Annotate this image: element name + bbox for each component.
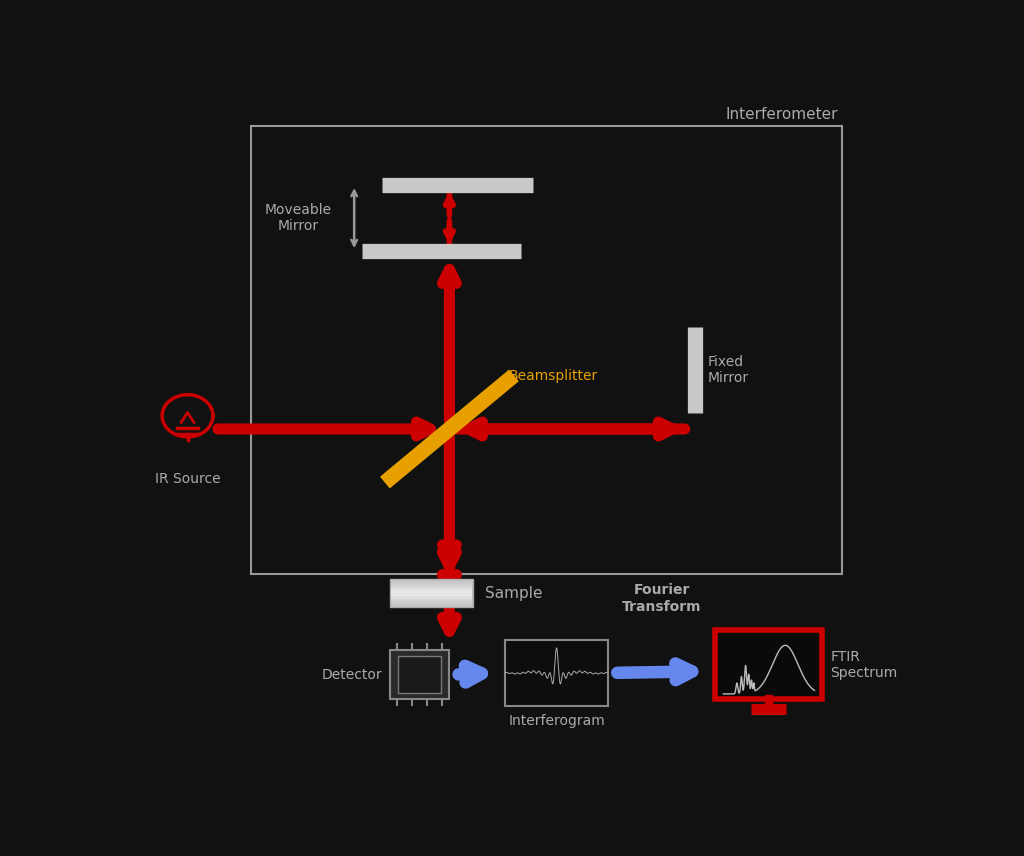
Bar [715, 630, 822, 699]
Text: Fixed
Mirror: Fixed Mirror [708, 354, 749, 384]
Text: Fourier
Transform: Fourier Transform [622, 583, 701, 614]
Bar [251, 126, 842, 574]
Text: Detector: Detector [322, 668, 382, 681]
Bar [390, 580, 473, 607]
Bar [397, 657, 441, 693]
Text: Interferometer: Interferometer [726, 108, 839, 122]
Bar [391, 585, 472, 602]
Text: Interferogram: Interferogram [508, 714, 605, 728]
Bar [390, 650, 450, 699]
Text: Beamsplitter: Beamsplitter [509, 369, 598, 383]
Text: FTIR
Spectrum: FTIR Spectrum [830, 650, 898, 680]
Bar [391, 587, 472, 598]
Text: IR Source: IR Source [155, 472, 220, 486]
Bar [391, 580, 472, 607]
Text: Moveable
Mirror: Moveable Mirror [265, 203, 332, 233]
Bar [391, 591, 472, 596]
Text: Sample: Sample [485, 586, 543, 601]
Bar [391, 582, 472, 604]
Bar [505, 640, 608, 706]
